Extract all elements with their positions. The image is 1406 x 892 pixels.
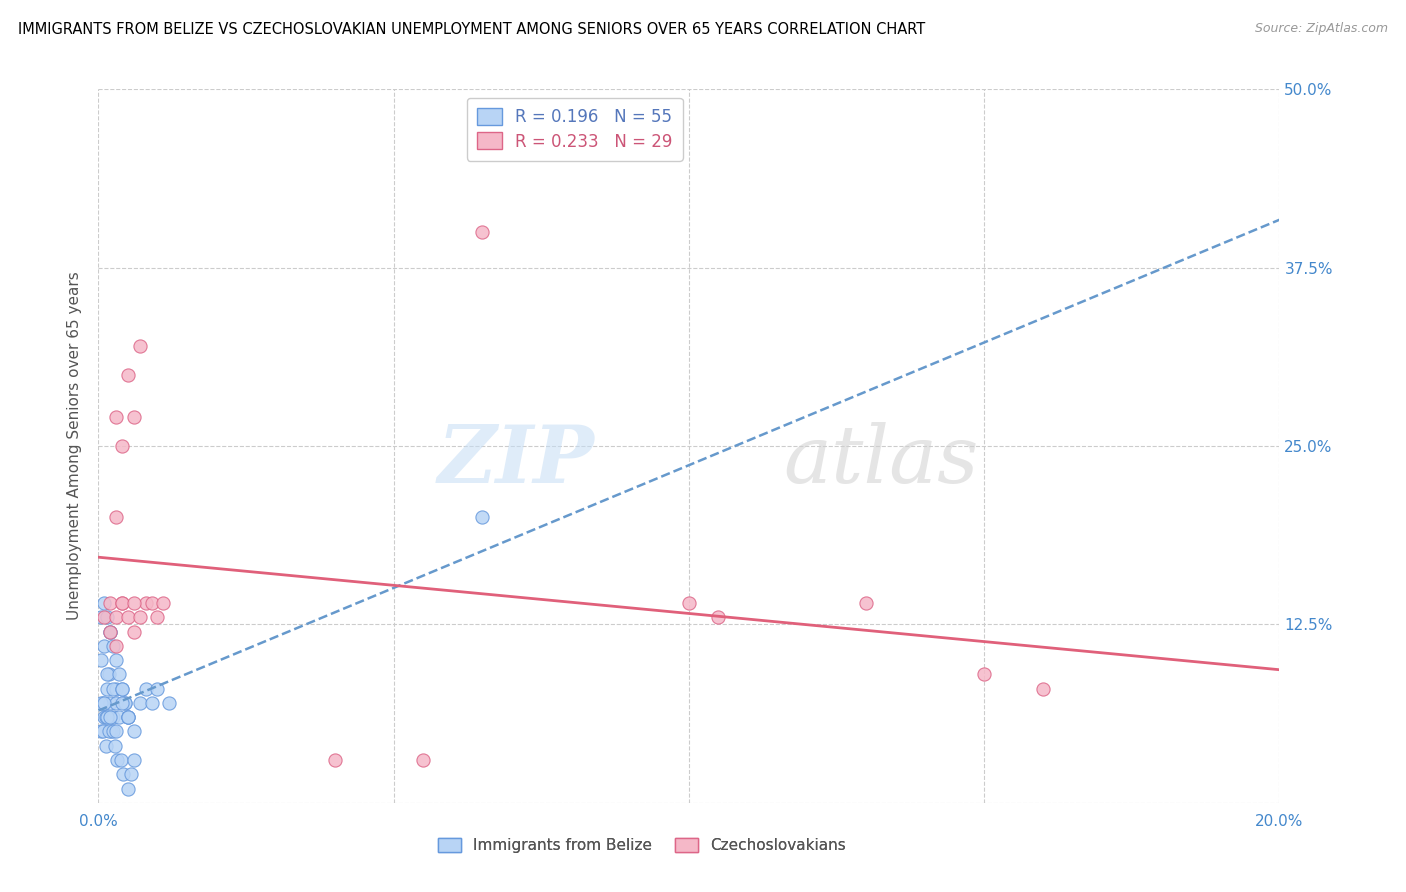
Point [108,710,131,724]
Point [90,653,112,667]
Point [93,710,115,724]
Point [141,696,163,710]
Point [98,667,121,681]
Point [117,710,139,724]
Point [111,681,134,696]
Point [157,696,180,710]
Point [90,724,112,739]
Point [141,596,163,610]
Point [117,710,139,724]
Point [103,639,125,653]
Point [91,696,114,710]
Point [105,681,128,696]
Point [1032,681,1054,696]
Point [105,639,128,653]
Point [98,696,121,710]
Point [122,410,145,425]
Point [114,696,136,710]
Point [94,739,117,753]
Point [117,781,139,796]
Point [111,681,134,696]
Point [93,639,115,653]
Point [105,724,128,739]
Point [122,624,145,639]
Point [110,753,132,767]
Point [93,696,115,710]
Point [114,696,136,710]
Point [98,624,121,639]
Point [90,696,112,710]
Point [104,739,127,753]
Point [98,624,121,639]
Point [111,696,134,710]
Point [103,681,125,696]
Text: ZIP: ZIP [437,422,595,499]
Point [90,610,112,624]
Point [678,596,700,610]
Point [120,767,142,781]
Point [323,753,346,767]
Point [122,753,145,767]
Point [98,724,121,739]
Point [707,610,730,624]
Point [96,710,118,724]
Point [855,596,877,610]
Point [146,610,169,624]
Point [94,710,117,724]
Point [98,624,121,639]
Point [135,681,157,696]
Point [412,753,434,767]
Point [471,510,494,524]
Point [471,225,494,239]
Text: atlas: atlas [783,422,979,499]
Point [111,596,134,610]
Point [100,724,122,739]
Point [135,596,157,610]
Text: IMMIGRANTS FROM BELIZE VS CZECHOSLOVAKIAN UNEMPLOYMENT AMONG SENIORS OVER 65 YEA: IMMIGRANTS FROM BELIZE VS CZECHOSLOVAKIA… [18,22,925,37]
Point [152,596,174,610]
Point [128,696,150,710]
Point [105,510,128,524]
Point [108,667,131,681]
Point [112,767,135,781]
Point [96,681,118,696]
Point [98,710,121,724]
Point [117,610,139,624]
Point [111,439,134,453]
Point [98,596,121,610]
Point [128,610,150,624]
Point [93,610,115,624]
Point [117,368,139,382]
Point [105,610,128,624]
Point [93,596,115,610]
Point [96,610,118,624]
Point [122,724,145,739]
Point [103,724,125,739]
Point [105,696,128,710]
Y-axis label: Unemployment Among Seniors over 65 years: Unemployment Among Seniors over 65 years [67,272,83,620]
Point [105,410,128,425]
Point [105,753,128,767]
Point [105,653,128,667]
Point [128,339,150,353]
Text: Source: ZipAtlas.com: Source: ZipAtlas.com [1254,22,1388,36]
Legend: Immigrants from Belize, Czechoslovakians: Immigrants from Belize, Czechoslovakians [432,832,852,859]
Point [117,710,139,724]
Point [111,596,134,610]
Point [103,710,125,724]
Point [122,596,145,610]
Point [91,724,114,739]
Point [96,667,118,681]
Point [146,681,169,696]
Point [973,667,995,681]
